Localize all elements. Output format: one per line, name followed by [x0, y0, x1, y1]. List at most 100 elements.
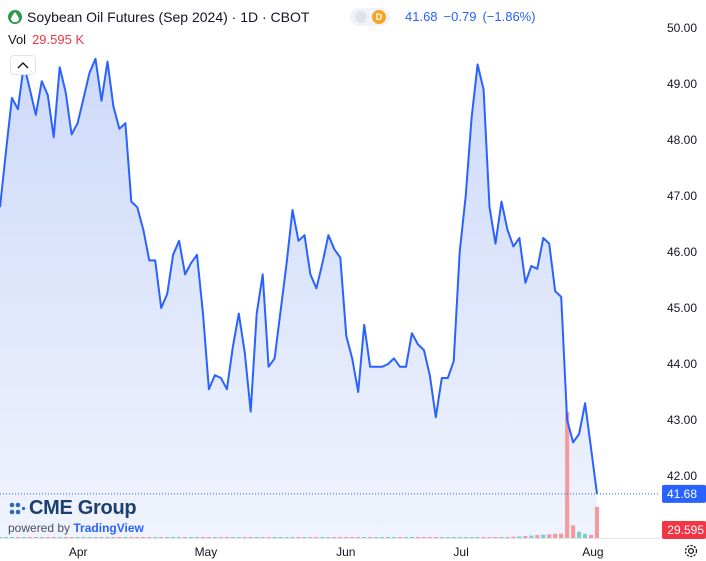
- volume-bar: [565, 412, 570, 538]
- volume-bar: [577, 531, 582, 538]
- volume-bar: [177, 537, 182, 538]
- volume-bar: [272, 537, 277, 538]
- volume-bar: [248, 537, 253, 538]
- volume-bar: [469, 537, 474, 538]
- volume-bar: [242, 537, 247, 538]
- market-status-dot-icon: [355, 11, 367, 23]
- volume-legend: Vol 29.595 K: [8, 32, 84, 47]
- y-tick-label: 44.00: [667, 357, 697, 371]
- volume-bar: [499, 537, 504, 538]
- volume-bar: [105, 537, 110, 538]
- volume-bar: [439, 537, 444, 538]
- volume-bar: [129, 537, 134, 538]
- delayed-data-badge[interactable]: D: [372, 10, 386, 24]
- volume-bar: [380, 537, 385, 538]
- volume-bar: [9, 537, 14, 538]
- volume-bar: [559, 533, 564, 538]
- x-tick-label: Jun: [336, 545, 355, 559]
- volume-bar: [21, 537, 26, 538]
- volume-bar: [165, 537, 170, 538]
- volume-bar: [594, 506, 599, 538]
- volume-bar: [99, 537, 104, 538]
- volume-bar: [541, 534, 546, 538]
- volume-label: Vol: [8, 32, 27, 47]
- volume-bar: [93, 537, 98, 538]
- volume-bar: [57, 537, 62, 538]
- chevron-up-icon: [17, 62, 29, 69]
- volume-bar: [236, 537, 241, 538]
- cme-tradingview-logo[interactable]: CME Group powered by TradingView: [8, 497, 144, 535]
- y-tick-label: 48.00: [667, 133, 697, 147]
- volume-bar: [589, 534, 594, 539]
- y-tick-label: 46.00: [667, 245, 697, 259]
- symbol-title[interactable]: Soybean Oil Futures (Sep 2024) · 1D · CB…: [27, 9, 310, 25]
- y-tick-label: 50.00: [667, 21, 697, 35]
- volume-bar: [117, 537, 122, 538]
- volume-bar: [153, 537, 158, 538]
- volume-bar: [266, 537, 271, 538]
- volume-bar: [433, 537, 438, 538]
- volume-bar: [463, 537, 468, 538]
- y-tick-label: 42.00: [667, 469, 697, 483]
- x-tick-label: Apr: [69, 545, 88, 559]
- volume-bar: [206, 537, 211, 538]
- volume-bar: [338, 537, 343, 538]
- volume-bar: [415, 537, 420, 538]
- volume-bar: [445, 537, 450, 538]
- volume-bar: [27, 537, 32, 538]
- volume-bar: [403, 537, 408, 538]
- svg-text:29.595: 29.595: [667, 523, 704, 537]
- volume-bar: [362, 537, 367, 538]
- volume-bar: [368, 537, 373, 538]
- volume-axis-label: 29.595: [662, 521, 706, 539]
- volume-bar: [75, 537, 80, 538]
- volume-bar: [427, 537, 432, 538]
- volume-bar: [218, 537, 223, 538]
- volume-bar: [529, 535, 534, 538]
- volume-bar: [135, 537, 140, 538]
- volume-bar: [3, 537, 8, 538]
- y-tick-label: 45.00: [667, 301, 697, 315]
- volume-bar: [350, 537, 355, 538]
- volume-bar: [583, 533, 588, 538]
- last-price: 41.68: [405, 9, 438, 24]
- x-tick-label: Aug: [582, 545, 603, 559]
- volume-bar: [487, 537, 492, 538]
- volume-bar: [254, 537, 259, 538]
- volume-bar: [189, 537, 194, 538]
- volume-bar: [200, 537, 205, 538]
- volume-bar: [63, 537, 68, 538]
- volume-bar: [224, 537, 229, 538]
- volume-bar: [547, 534, 552, 538]
- soybean-oil-drop-icon: [8, 10, 22, 24]
- volume-bar: [332, 537, 337, 538]
- volume-bar: [212, 537, 217, 538]
- price-area-fill: [0, 58, 597, 539]
- volume-bar: [260, 537, 265, 538]
- collapse-legend-button[interactable]: [10, 55, 36, 75]
- volume-bar: [45, 537, 50, 538]
- x-tick-label: May: [195, 545, 218, 559]
- volume-bar: [296, 537, 301, 538]
- volume-bar: [493, 537, 498, 538]
- powered-by-text: powered by: [8, 521, 71, 535]
- status-pill[interactable]: D: [350, 8, 390, 26]
- volume-bar: [421, 537, 426, 538]
- powered-by-line: powered by TradingView: [8, 521, 144, 535]
- volume-bar: [87, 537, 92, 538]
- volume-bar: [194, 537, 199, 538]
- price-line: [0, 57, 598, 495]
- cme-group-logo-text: CME Group: [29, 497, 137, 519]
- volume-bar: [457, 537, 462, 538]
- price-change-percent: (−1.86%): [482, 9, 536, 24]
- volume-bar: [183, 537, 188, 538]
- volume-bar: [356, 537, 361, 538]
- chart-settings-gear-icon[interactable]: [683, 543, 699, 559]
- volume-bar: [517, 536, 522, 538]
- tradingview-link[interactable]: TradingView: [73, 521, 144, 535]
- volume-bar: [505, 537, 510, 539]
- y-tick-label: 47.00: [667, 189, 697, 203]
- volume-bar: [374, 537, 379, 538]
- volume-bar: [278, 537, 283, 538]
